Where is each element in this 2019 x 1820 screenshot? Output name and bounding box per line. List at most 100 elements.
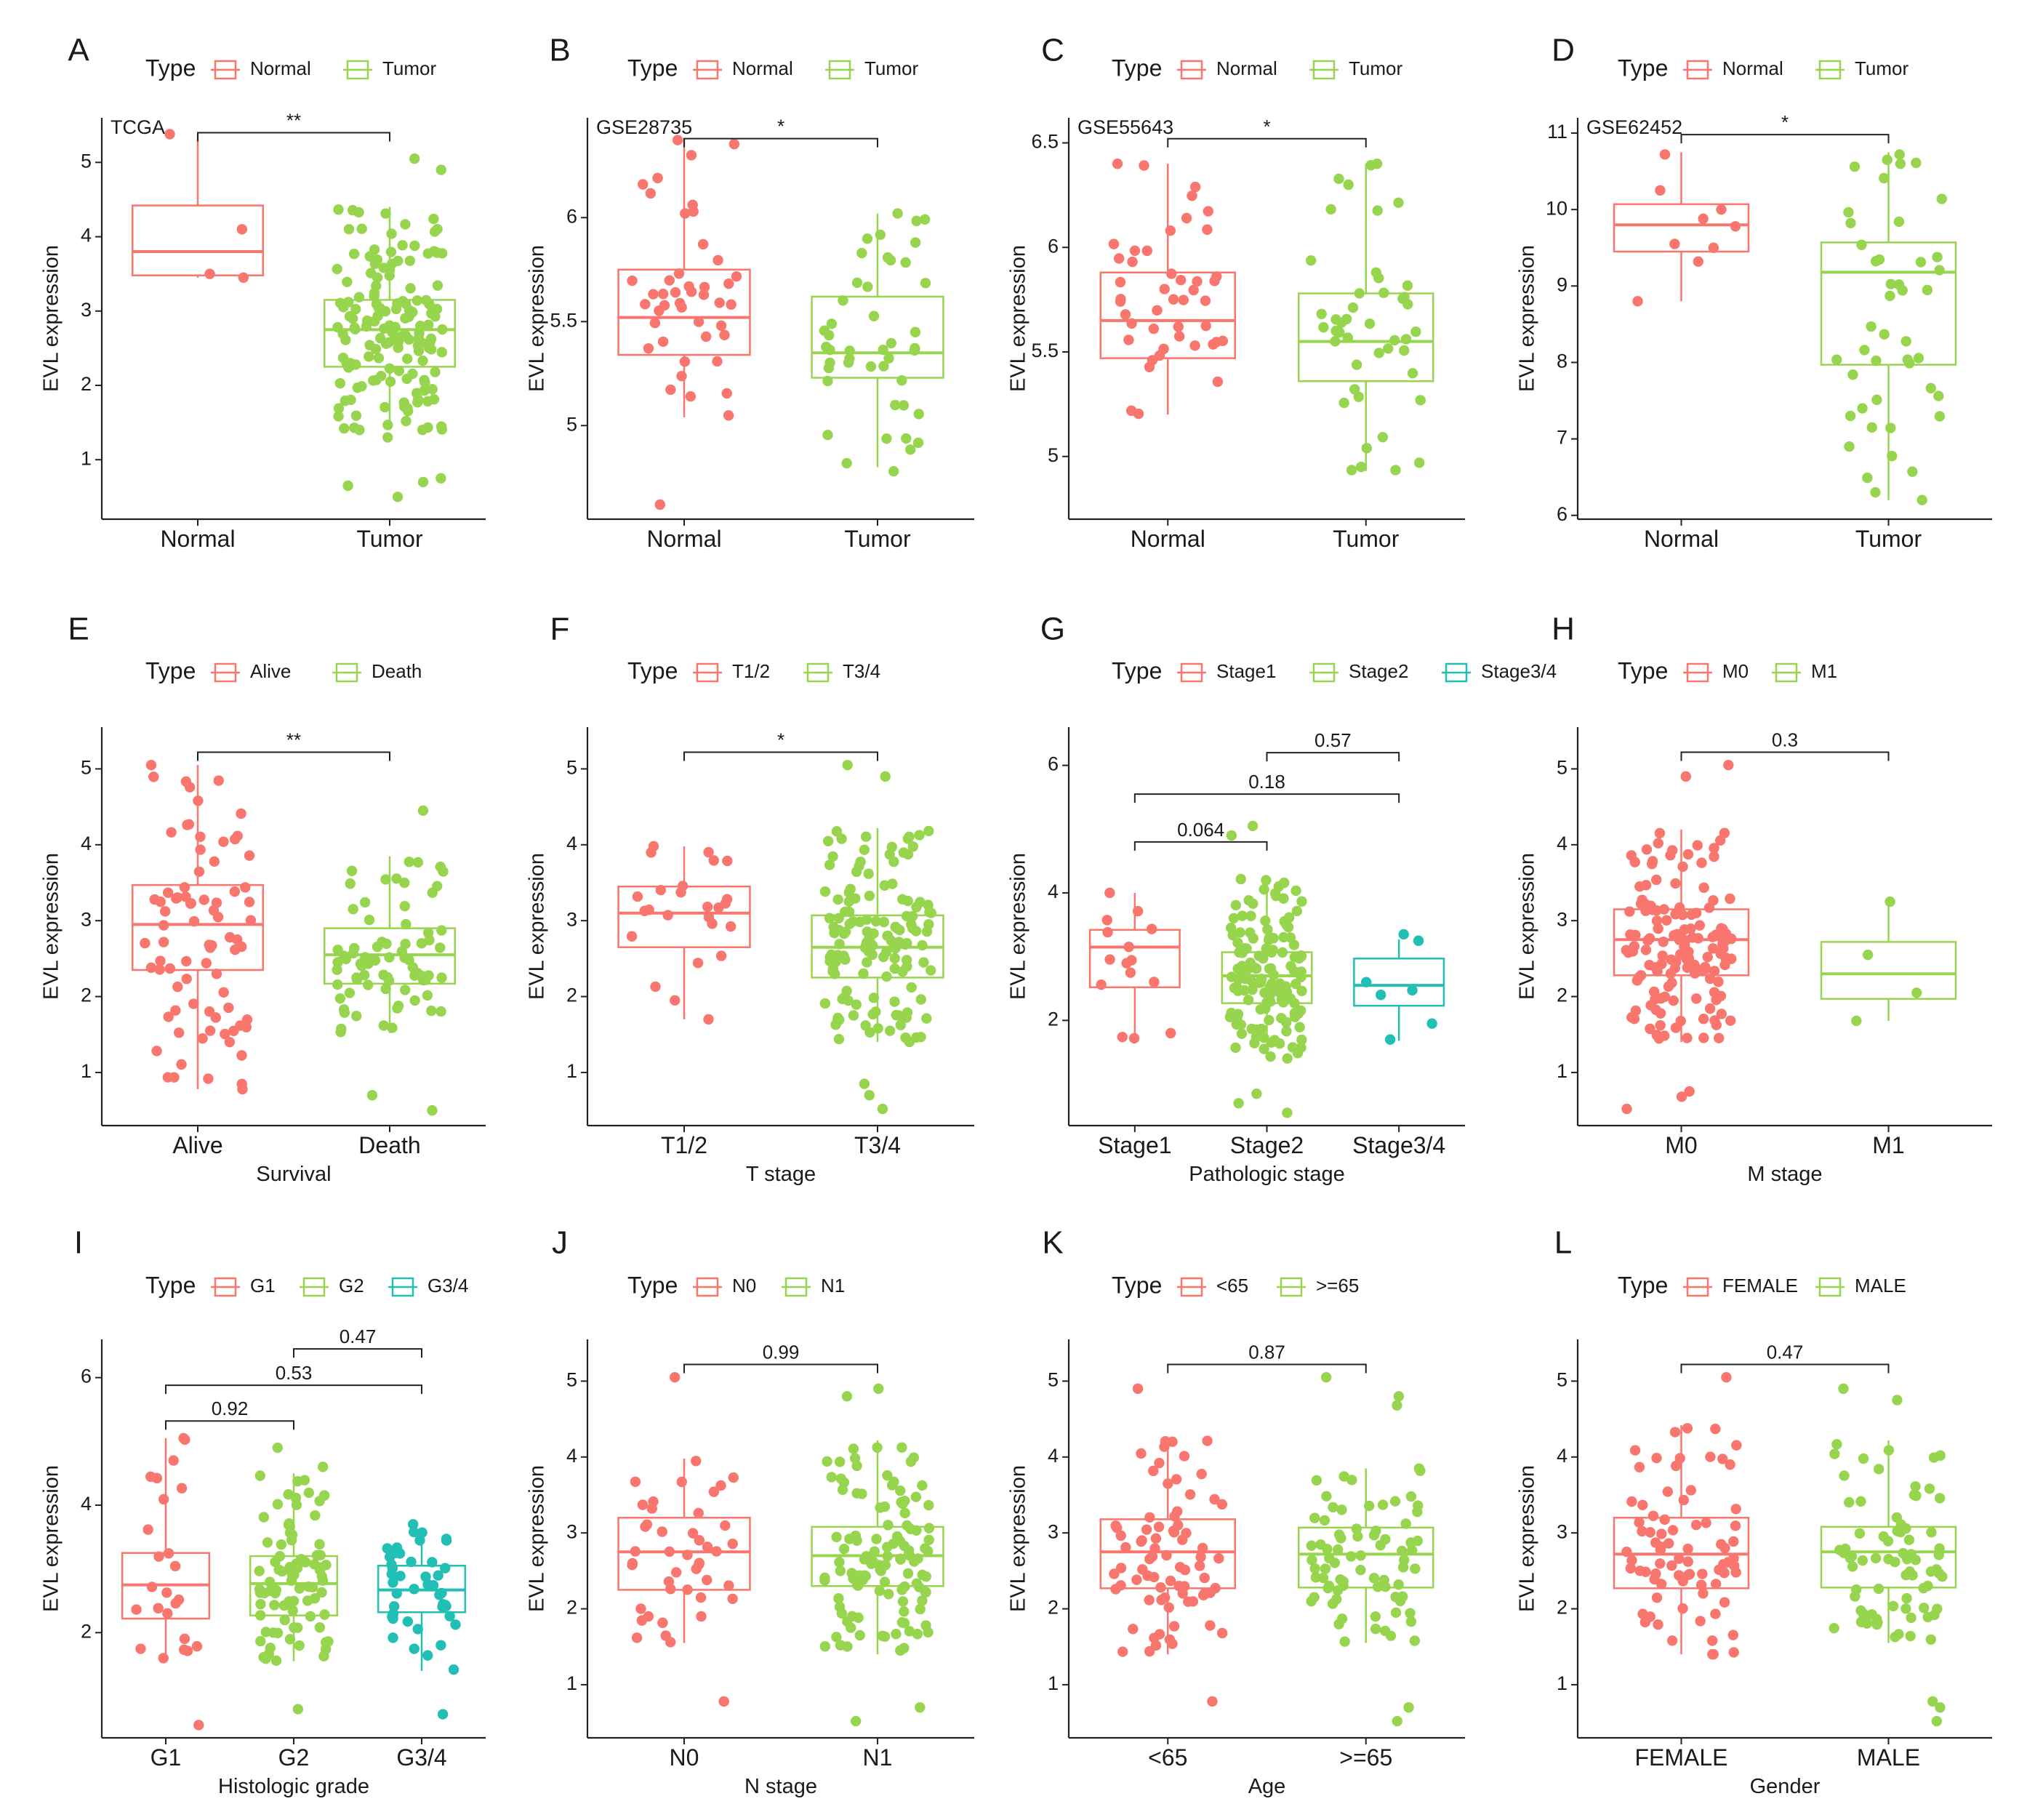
data-point: [392, 492, 404, 502]
data-point: [1843, 207, 1854, 218]
data-point: [646, 847, 657, 858]
data-point: [819, 1641, 831, 1652]
data-point: [1202, 224, 1213, 235]
data-point: [1874, 254, 1885, 265]
data-point: [926, 965, 936, 976]
data-point: [1281, 1026, 1292, 1037]
data-point: [388, 1577, 398, 1588]
y-tick-label: 5: [566, 757, 577, 779]
data-point: [1911, 1490, 1922, 1502]
data-point: [914, 830, 925, 841]
significance-bracket: [683, 137, 878, 148]
data-point: [1937, 1571, 1948, 1582]
panel-letter: J: [552, 1225, 568, 1261]
data-point: [1857, 403, 1868, 414]
data-point: [1296, 971, 1306, 982]
significance-label: *: [777, 729, 784, 750]
data-point: [865, 361, 877, 372]
box-normal: [1099, 159, 1236, 420]
data-point: [1123, 334, 1134, 345]
data-point: [223, 1002, 234, 1014]
legend-title: Type: [627, 1272, 678, 1298]
data-point: [702, 1542, 713, 1552]
data-point: [1278, 931, 1289, 943]
data-point: [388, 1613, 398, 1624]
data-point: [868, 993, 880, 1003]
data-point: [1650, 874, 1662, 886]
data-point: [648, 289, 659, 300]
data-point: [333, 204, 344, 215]
data-point: [1844, 441, 1855, 452]
data-point: [627, 1560, 638, 1571]
data-point: [334, 993, 346, 1004]
data-point: [1296, 985, 1307, 997]
data-point: [369, 316, 380, 327]
data-point: [896, 1442, 907, 1453]
data-point: [672, 135, 683, 145]
data-point: [1159, 1441, 1170, 1452]
data-point: [204, 268, 215, 279]
data-point: [912, 1629, 923, 1640]
legend-title: Type: [627, 55, 678, 81]
x-tick-label: G1: [150, 1744, 182, 1771]
data-point: [1261, 875, 1272, 886]
data-point: [1232, 1009, 1244, 1019]
data-point: [1665, 849, 1676, 861]
data-point: [1907, 466, 1918, 477]
data-point: [427, 384, 438, 395]
data-point: [863, 868, 874, 879]
x-tick-label: N0: [670, 1744, 699, 1771]
data-point: [436, 972, 447, 983]
x-tick-label: Death: [358, 1132, 420, 1158]
data-point: [284, 1520, 295, 1532]
data-point: [1390, 1607, 1402, 1619]
data-point: [902, 1568, 914, 1579]
data-point: [185, 898, 197, 909]
data-point: [1346, 1475, 1357, 1486]
data-point: [673, 268, 685, 279]
data-point: [254, 1470, 266, 1481]
data-point: [439, 1563, 451, 1574]
data-point: [913, 409, 924, 420]
data-point: [1117, 1646, 1128, 1657]
data-point: [1634, 1566, 1645, 1576]
data-point: [875, 229, 886, 241]
data-point: [302, 1595, 313, 1606]
x-tick-label: MALE: [1857, 1744, 1920, 1771]
significance-label: *: [777, 116, 784, 137]
data-point: [1165, 225, 1176, 236]
data-point: [1933, 390, 1944, 401]
data-point: [1112, 159, 1123, 169]
data-point: [393, 365, 405, 377]
data-point: [1870, 486, 1881, 498]
data-point: [691, 1563, 702, 1574]
data-point: [836, 1608, 848, 1619]
legend-key: [211, 1277, 240, 1297]
data-point: [1189, 181, 1201, 193]
data-point: [188, 915, 200, 927]
legend-label: FEMALE: [1722, 1275, 1798, 1296]
data-point: [1188, 284, 1199, 296]
data-point: [307, 1582, 318, 1593]
data-point: [1677, 1603, 1688, 1614]
data-point: [1626, 850, 1637, 861]
y-axis-title: EVL expression: [40, 1465, 63, 1612]
data-point: [882, 930, 894, 942]
data-point: [1228, 913, 1240, 923]
panel-letter: E: [68, 612, 89, 647]
data-point: [437, 1601, 448, 1613]
data-point: [1655, 1579, 1667, 1590]
data-point: [235, 1020, 246, 1031]
data-point: [842, 759, 853, 771]
data-point: [1380, 1582, 1391, 1592]
data-point: [1670, 1460, 1682, 1472]
data-point: [824, 859, 835, 870]
data-point: [728, 1472, 739, 1483]
data-point: [131, 1604, 142, 1615]
data-point: [1129, 245, 1141, 256]
data-point: [677, 881, 689, 891]
data-point: [1338, 397, 1349, 409]
data-point: [1690, 968, 1701, 979]
data-point: [1906, 1612, 1916, 1624]
data-point: [1355, 1564, 1366, 1576]
